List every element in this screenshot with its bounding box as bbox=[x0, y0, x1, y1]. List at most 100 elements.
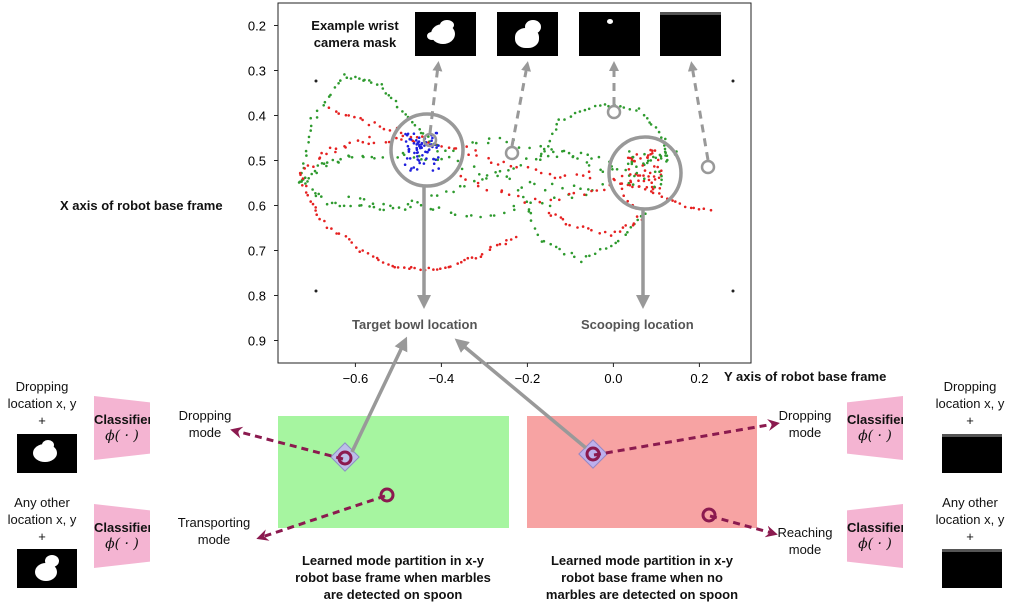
green-point bbox=[305, 154, 308, 157]
red-point bbox=[474, 149, 477, 152]
red-point bbox=[647, 178, 651, 182]
green-point bbox=[325, 161, 329, 164]
red-point bbox=[463, 258, 466, 262]
y-tick-label: 0.3 bbox=[248, 64, 266, 79]
red-point bbox=[361, 118, 364, 122]
green-point bbox=[585, 161, 589, 164]
green-point bbox=[562, 252, 566, 256]
red-point bbox=[709, 208, 713, 212]
green-point bbox=[630, 162, 634, 166]
red-point bbox=[649, 153, 652, 156]
green-point bbox=[555, 122, 558, 126]
red-point bbox=[456, 262, 460, 265]
input-line: + bbox=[38, 529, 46, 544]
caption-line: robot base frame when marbles bbox=[295, 570, 491, 585]
classifier-label: Classifier bbox=[94, 412, 153, 427]
red-point bbox=[401, 134, 405, 138]
red-point bbox=[517, 194, 520, 198]
red-point bbox=[645, 186, 649, 189]
caption-line: robot base frame when no bbox=[561, 570, 723, 585]
y-tick-label: 0.4 bbox=[248, 109, 266, 124]
red-point bbox=[629, 179, 632, 183]
red-point bbox=[348, 238, 351, 241]
green-point bbox=[646, 161, 649, 165]
mask-probe-circle bbox=[504, 145, 520, 161]
red-point bbox=[314, 209, 317, 212]
blue-point bbox=[408, 157, 412, 160]
red-point bbox=[581, 225, 585, 228]
green-point bbox=[373, 157, 376, 160]
red-point bbox=[311, 202, 315, 206]
green-point bbox=[371, 202, 375, 205]
red-point bbox=[581, 174, 585, 177]
red-point bbox=[656, 158, 660, 162]
red-point bbox=[689, 206, 693, 210]
red-point bbox=[382, 127, 386, 131]
red-point bbox=[658, 187, 662, 190]
red-point bbox=[636, 174, 640, 177]
green-point bbox=[472, 165, 476, 168]
green-point bbox=[447, 155, 451, 159]
green-point bbox=[315, 109, 319, 113]
green-point bbox=[317, 192, 321, 196]
red-point bbox=[554, 213, 557, 216]
green-point bbox=[576, 157, 579, 160]
mode-line: mode bbox=[788, 542, 822, 557]
green-point bbox=[436, 150, 439, 153]
red-point bbox=[496, 163, 500, 166]
red-point bbox=[440, 145, 443, 148]
green-point bbox=[314, 194, 318, 198]
x-tick-label: 0.2 bbox=[690, 371, 708, 386]
red-point bbox=[575, 173, 579, 176]
green-point bbox=[643, 177, 646, 180]
red-point bbox=[595, 189, 599, 192]
dashed-arrow bbox=[428, 61, 443, 134]
green-point bbox=[540, 240, 544, 243]
green-point bbox=[330, 201, 334, 205]
red-point bbox=[361, 249, 365, 252]
blue-point bbox=[430, 139, 433, 142]
red-point bbox=[330, 227, 333, 230]
input-line: + bbox=[38, 413, 46, 428]
green-point bbox=[624, 168, 627, 172]
red-point bbox=[348, 141, 352, 145]
green-point bbox=[478, 173, 481, 176]
green-point bbox=[369, 81, 373, 84]
red-point bbox=[372, 141, 376, 145]
blue-point bbox=[419, 145, 423, 149]
green-point bbox=[444, 149, 447, 152]
green-point bbox=[297, 181, 301, 184]
red-point bbox=[635, 153, 639, 156]
red-point bbox=[314, 206, 318, 209]
red-point bbox=[488, 248, 492, 251]
red-point bbox=[305, 184, 308, 188]
blue-point bbox=[415, 151, 419, 155]
green-point bbox=[430, 194, 433, 197]
blue-point bbox=[405, 157, 409, 160]
blue-point bbox=[421, 154, 424, 157]
green-point bbox=[333, 86, 337, 89]
green-point bbox=[307, 135, 311, 139]
green-point bbox=[389, 96, 393, 100]
green-point bbox=[487, 137, 491, 140]
dropping-mode-arrow-left bbox=[230, 426, 344, 461]
red-point bbox=[609, 234, 613, 237]
corner-marker bbox=[731, 79, 735, 83]
right-partition-panel bbox=[527, 416, 757, 528]
green-point bbox=[590, 157, 593, 160]
green-point bbox=[660, 174, 663, 178]
blue-point bbox=[427, 148, 431, 151]
green-point bbox=[350, 156, 354, 159]
red-point bbox=[621, 226, 625, 229]
green-point bbox=[615, 168, 619, 171]
green-point bbox=[435, 194, 439, 197]
blue-point bbox=[417, 136, 421, 139]
plot-frame bbox=[277, 2, 752, 364]
red-point bbox=[653, 149, 657, 152]
green-point bbox=[304, 182, 307, 185]
green-point bbox=[427, 135, 430, 138]
green-point bbox=[338, 204, 342, 208]
caption-line: marbles are detected on spoon bbox=[545, 587, 739, 602]
red-point bbox=[391, 264, 395, 268]
green-point bbox=[409, 205, 412, 209]
